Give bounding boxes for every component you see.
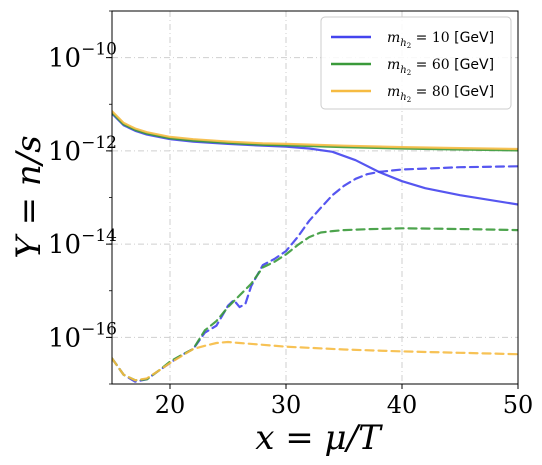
series-2-solid-line (112, 111, 518, 152)
legend-label-2: mh2 = 60 [GeV] (387, 57, 494, 77)
x-tick-label: 50 (503, 391, 534, 419)
series-group (112, 110, 518, 383)
x-axis-ticks: 20 30 40 50 (155, 384, 534, 419)
x-tick-label: 30 (271, 391, 302, 419)
series-3-solid-line (112, 110, 518, 151)
x-tick-label: 20 (155, 391, 186, 419)
y-tick-label: 10−12 (48, 133, 117, 167)
legend-box (320, 16, 512, 110)
y-axis-ticks: 10−10 10−12 10−14 10−16 (48, 10, 117, 385)
y-tick-label: 10−16 (48, 319, 117, 353)
legend-label-3: mh2 = 80 [GeV] (387, 84, 494, 104)
y-tick-label: 10−10 (48, 40, 117, 74)
legend: mh2 = 10 [GeV] mh2 = 60 [GeV] mh2 = 80 [Ge… (320, 16, 512, 110)
x-tick-label: 40 (387, 391, 418, 419)
series-3-dashed-line (112, 340, 518, 382)
y-axis-label: Y = n/s (9, 135, 49, 258)
x-axis-label: x = μ/T (255, 418, 383, 458)
series-2-dashed-line (112, 227, 518, 382)
y-tick-label: 10−14 (48, 226, 117, 260)
legend-label-1: mh2 = 10 [GeV] (387, 30, 494, 50)
